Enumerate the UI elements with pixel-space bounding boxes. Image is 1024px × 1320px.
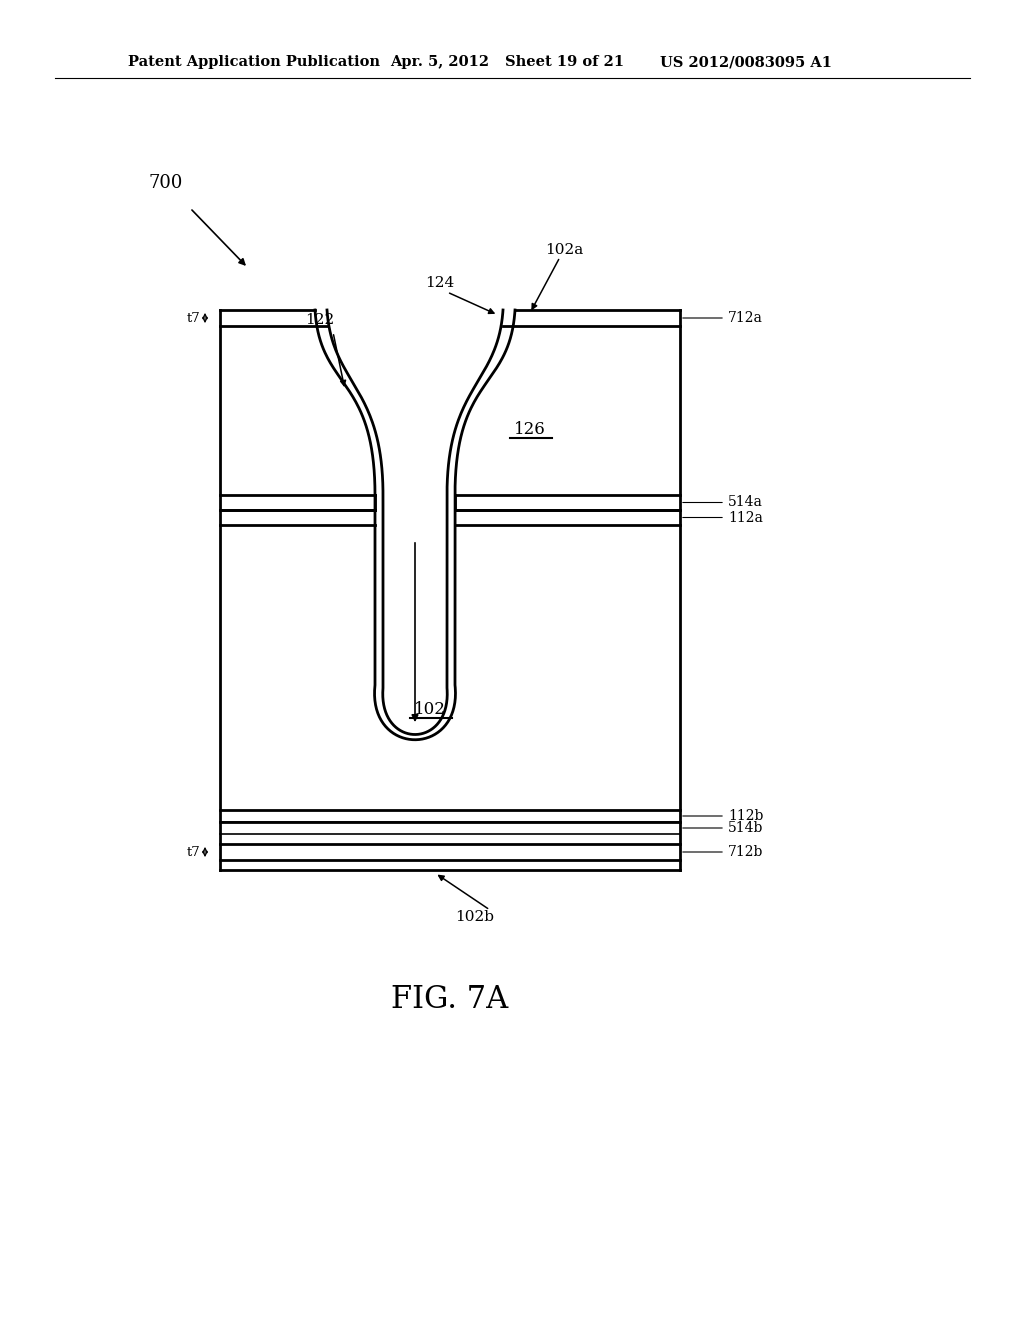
Text: 102a: 102a [545,243,584,257]
Text: 514b: 514b [728,821,763,836]
Text: 124: 124 [425,276,455,290]
Text: t7: t7 [186,846,200,858]
Text: 700: 700 [148,174,182,191]
Text: Patent Application Publication: Patent Application Publication [128,55,380,69]
Text: 122: 122 [305,313,335,327]
Text: 112b: 112b [728,809,763,822]
Text: US 2012/0083095 A1: US 2012/0083095 A1 [660,55,831,69]
Text: 712b: 712b [728,845,763,859]
Text: 102b: 102b [456,909,495,924]
Text: 112a: 112a [728,511,763,524]
Text: Sheet 19 of 21: Sheet 19 of 21 [505,55,624,69]
Text: FIG. 7A: FIG. 7A [391,985,509,1015]
Text: 102: 102 [414,701,445,718]
Text: 126: 126 [514,421,546,438]
Text: 514a: 514a [728,495,763,510]
Text: Apr. 5, 2012: Apr. 5, 2012 [390,55,489,69]
Text: 712a: 712a [728,312,763,325]
Text: t7: t7 [186,312,200,325]
